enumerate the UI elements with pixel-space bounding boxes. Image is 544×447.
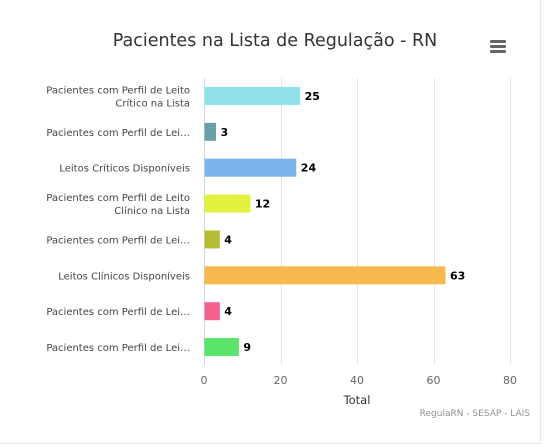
bar-6	[204, 302, 220, 321]
data-label-4: 4	[224, 233, 232, 246]
category-label-4: Pacientes com Perfil de Lei…	[46, 235, 190, 246]
bar-3	[204, 194, 251, 213]
x-tick-label: 40	[350, 374, 364, 387]
data-label-3: 12	[255, 198, 270, 211]
category-label-3: Pacientes com Perfil de Leito	[46, 193, 190, 204]
data-label-0: 25	[305, 90, 320, 103]
category-label-1: Pacientes com Perfil de Lei…	[46, 128, 190, 139]
data-label-1: 3	[220, 126, 228, 139]
data-label-2: 24	[301, 162, 317, 175]
x-tick-label: 20	[274, 374, 288, 387]
x-axis-title: Total	[343, 393, 371, 407]
bar-4	[204, 230, 220, 249]
data-label-7: 9	[243, 341, 251, 354]
chart-credits: RegulaRN - SESAP - LAIS	[419, 409, 530, 419]
bar-5	[204, 266, 446, 285]
data-label-5: 63	[450, 269, 465, 282]
category-label-2: Leitos Críticos Disponíveis	[59, 163, 190, 175]
x-tick-label: 80	[503, 374, 517, 387]
x-tick-label: 60	[427, 374, 441, 387]
hamburger-menu-icon	[490, 40, 506, 43]
bar-0	[204, 86, 301, 105]
chart-title: Pacientes na Lista de Regulação - RN	[112, 31, 438, 51]
chart-menu-button[interactable]	[488, 38, 510, 56]
x-tick-label: 0	[201, 374, 208, 387]
category-label-6: Pacientes com Perfil de Lei…	[46, 307, 190, 318]
category-label-0: Crítico na Lista	[115, 97, 190, 109]
category-label-0: Pacientes com Perfil de Leito	[46, 85, 190, 96]
data-label-6: 4	[224, 305, 232, 318]
category-label-5: Leitos Clínicos Disponíveis	[58, 270, 190, 282]
category-label-7: Pacientes com Perfil de Lei…	[46, 343, 190, 354]
bar-2	[204, 158, 297, 177]
bar-1	[204, 122, 216, 141]
bar-7	[204, 338, 239, 357]
category-label-3: Clínico na Lista	[114, 205, 190, 217]
